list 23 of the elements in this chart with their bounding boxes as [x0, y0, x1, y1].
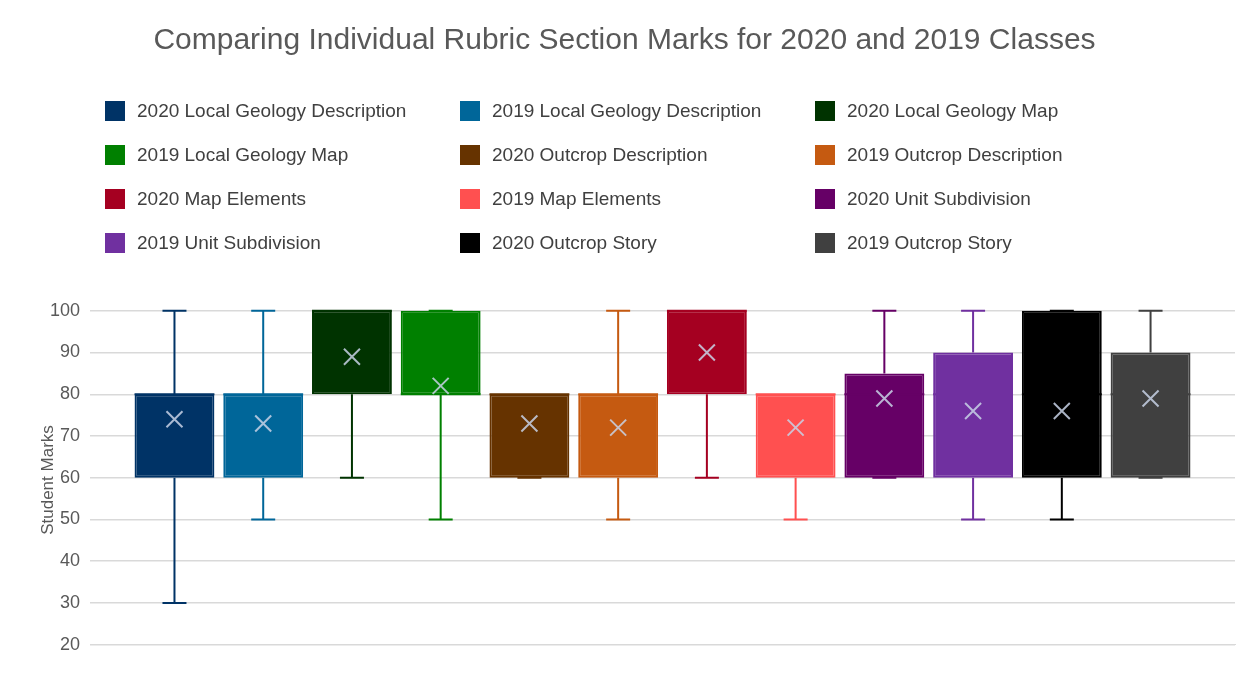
legend-label: 2020 Map Elements — [137, 188, 306, 210]
chart-title: Comparing Individual Rubric Section Marks for 2020 and 2019 Classes — [152, 22, 1097, 56]
legend-label: 2020 Local Geology Map — [847, 100, 1059, 122]
y-tick-label: 90 — [60, 341, 81, 362]
y-tick-label: 80 — [60, 383, 81, 404]
legend-label: 2020 Local Geology Description — [137, 100, 407, 122]
y-tick-label: 100 — [49, 299, 81, 320]
legend-label: 2019 Unit Subdivision — [137, 232, 321, 254]
y-tick-label: 20 — [60, 633, 81, 654]
legend-label: 2019 Outcrop Story — [847, 232, 1012, 254]
legend-label: 2020 Unit Subdivision — [847, 188, 1031, 210]
y-tick-label: 30 — [60, 591, 81, 612]
legend-label: 2019 Local Geology Map — [137, 144, 349, 166]
y-tick-label: 50 — [60, 508, 81, 529]
legend-label: 2020 Outcrop Story — [492, 232, 657, 254]
y-tick-label: 60 — [60, 466, 81, 487]
legend-label: 2019 Local Geology Description — [492, 100, 762, 122]
y-axis-title: Student Marks — [38, 424, 58, 537]
legend-label: 2019 Outcrop Description — [847, 144, 1063, 166]
y-tick-label: 40 — [60, 550, 81, 571]
legend-label: 2019 Map Elements — [492, 188, 661, 210]
y-tick-label: 70 — [60, 424, 81, 445]
legend-label: 2020 Outcrop Description — [492, 144, 708, 166]
